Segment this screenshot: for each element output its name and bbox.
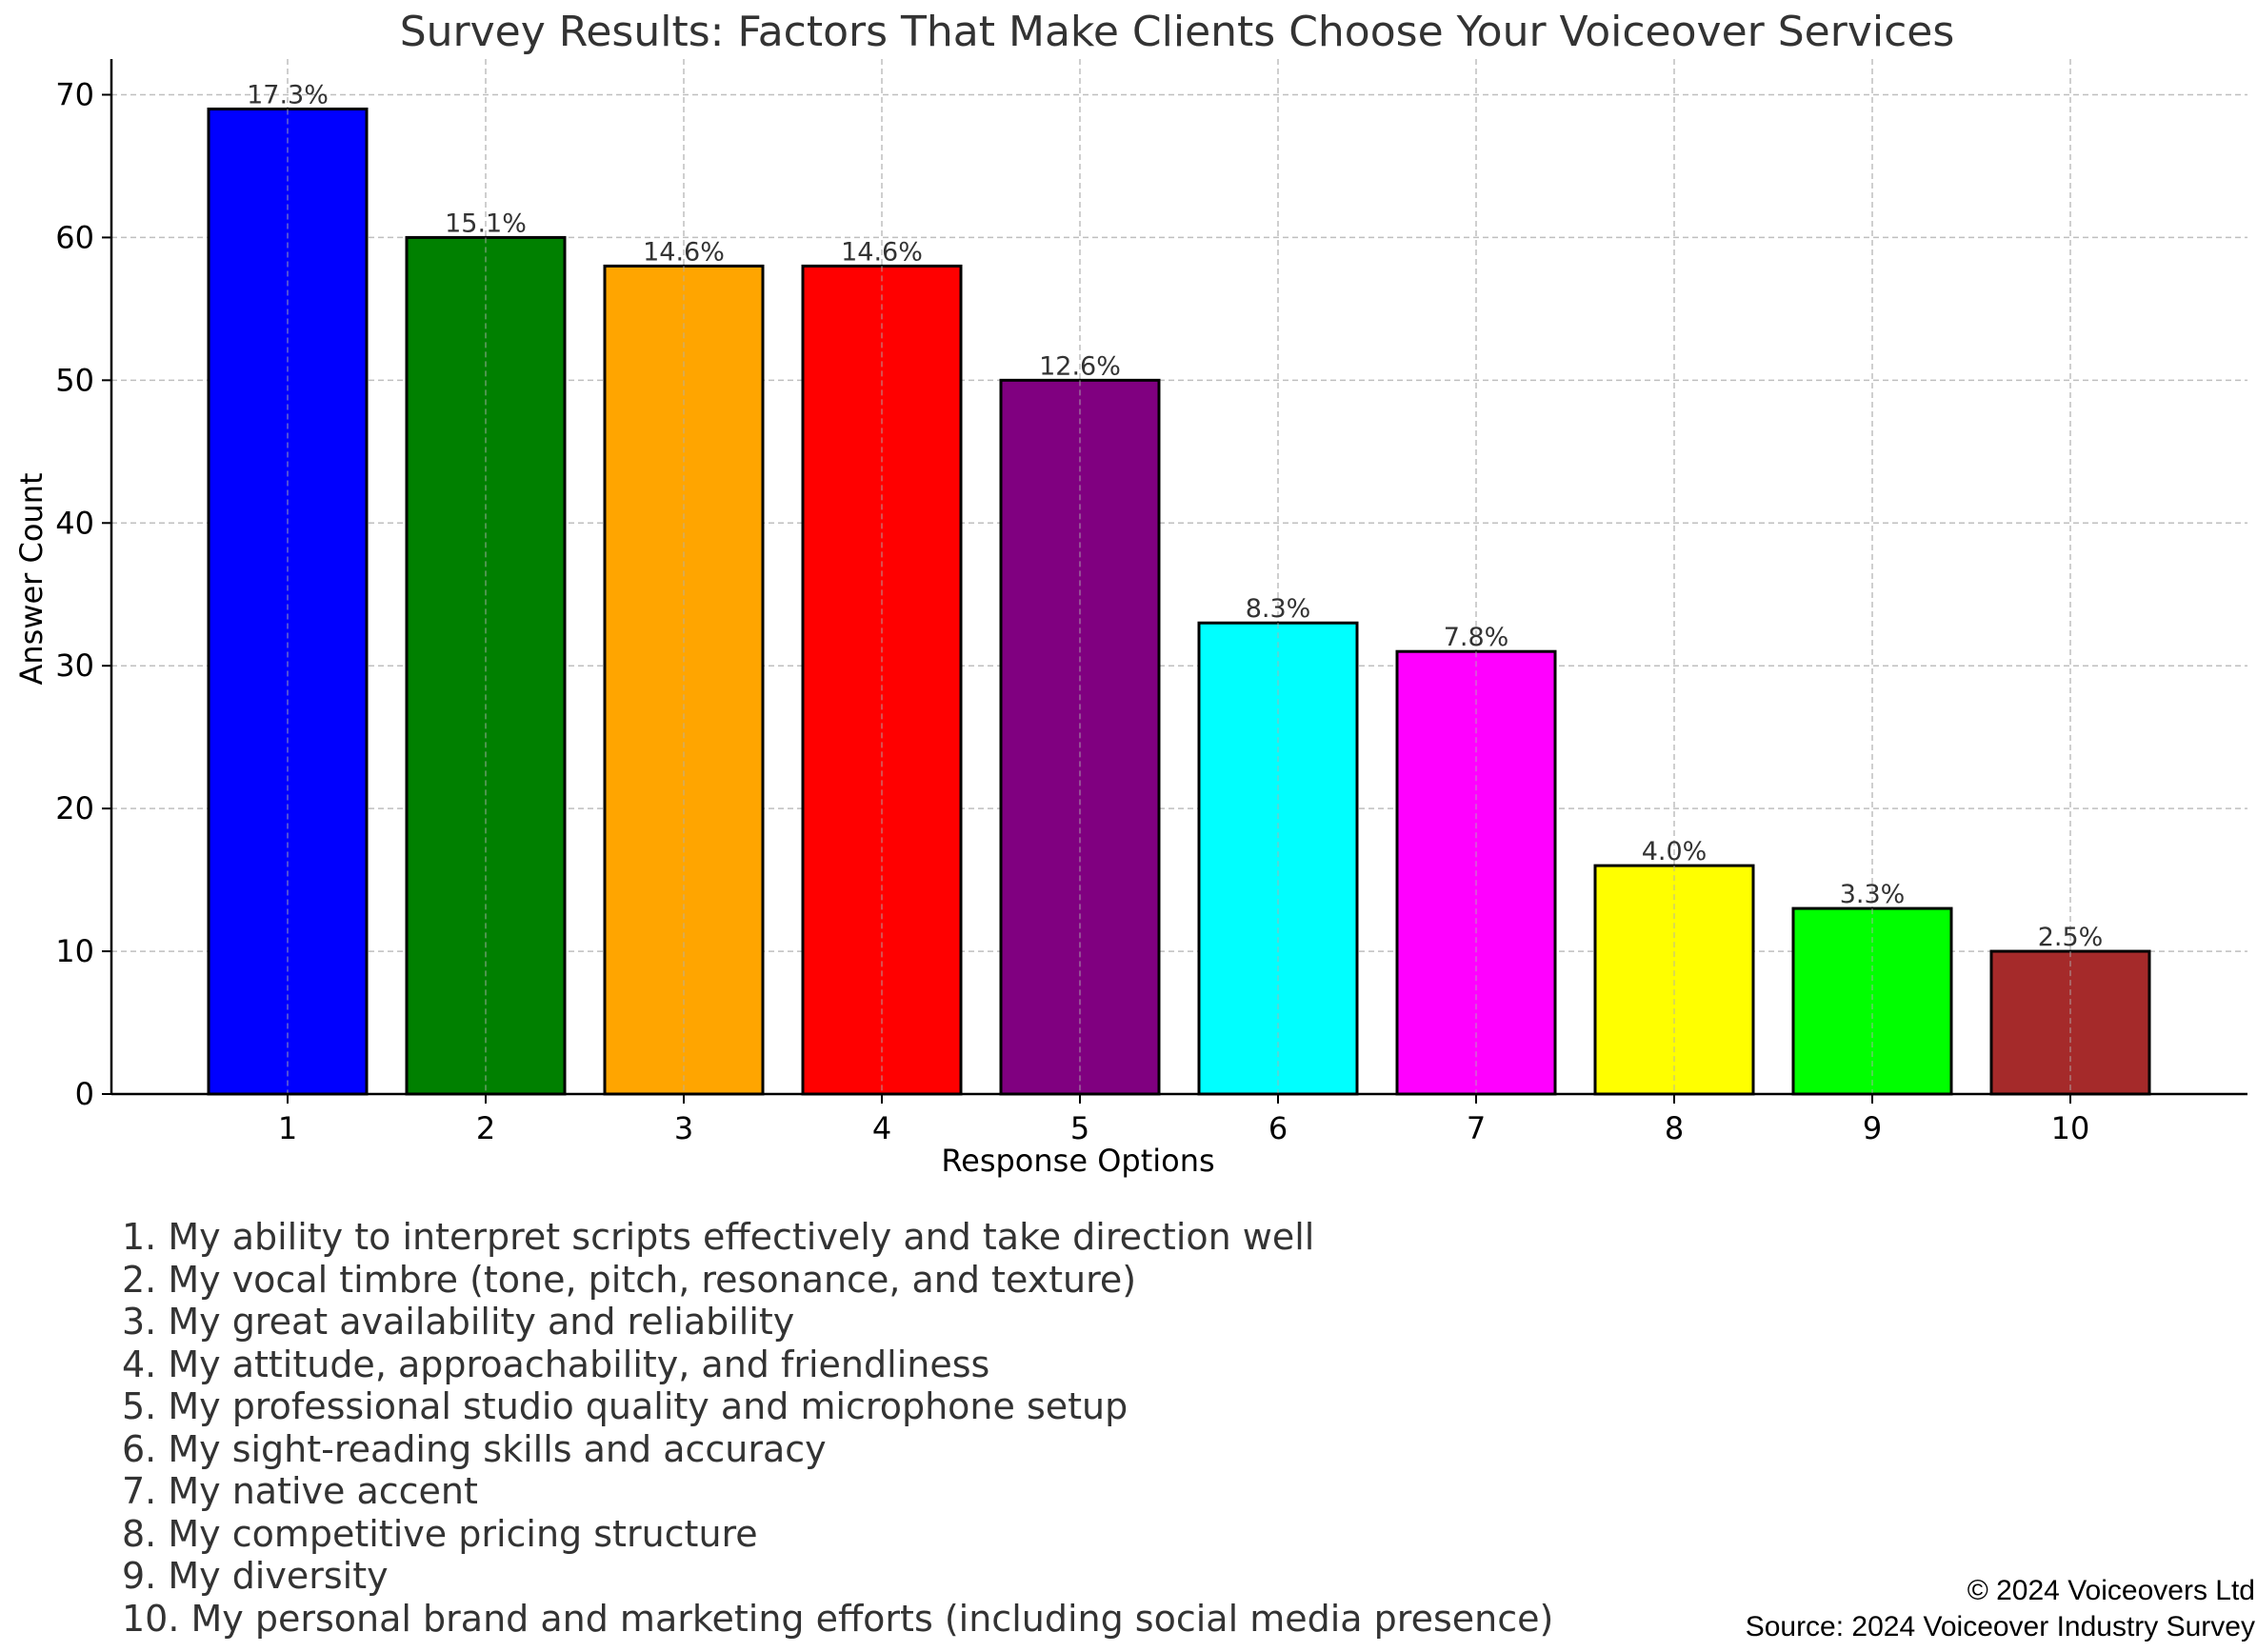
legend-item: 3. My great availability and reliability	[122, 1301, 795, 1343]
y-tick-label: 10	[55, 933, 94, 969]
data-label: 3.3%	[1840, 880, 1906, 909]
y-tick-label: 40	[55, 505, 94, 541]
x-tick-label: 5	[1070, 1110, 1089, 1146]
legend-item: 6. My sight-reading skills and accuracy	[122, 1427, 827, 1470]
legend-item: 10. My personal brand and marketing effo…	[122, 1597, 1554, 1640]
data-label: 2.5%	[2038, 923, 2104, 952]
x-tick-label: 7	[1467, 1110, 1486, 1146]
x-tick-label: 2	[476, 1110, 495, 1146]
legend-item: 2. My vocal timbre (tone, pitch, resonan…	[122, 1258, 1137, 1301]
chart-title: Survey Results: Factors That Make Client…	[400, 8, 1955, 56]
y-tick-label: 70	[55, 76, 94, 112]
data-label: 7.8%	[1444, 623, 1509, 652]
x-tick-label: 9	[1863, 1110, 1882, 1146]
copyright-text: © 2024 Voiceovers Ltd	[1967, 1575, 2255, 1606]
y-tick-label: 50	[55, 362, 94, 398]
bar-chart: Survey Results: Factors That Make Client…	[13, 8, 2247, 1179]
legend-item: 9. My diversity	[122, 1555, 389, 1597]
legend-item: 1. My ability to interpret scripts effec…	[122, 1216, 1315, 1258]
footer: © 2024 Voiceovers Ltd Source: 2024 Voice…	[1746, 1573, 2255, 1645]
data-label: 15.1%	[445, 209, 527, 238]
data-label: 17.3%	[247, 80, 329, 109]
x-tick-label: 3	[674, 1110, 693, 1146]
legend-item: 8. My competitive pricing structure	[122, 1512, 758, 1555]
response-options-legend: 1. My ability to interpret scripts effec…	[122, 1216, 1553, 1640]
data-label: 14.6%	[841, 237, 923, 267]
y-tick-label: 60	[55, 219, 94, 255]
legend-item: 7. My native accent	[122, 1470, 478, 1512]
data-label: 8.3%	[1246, 594, 1311, 624]
y-tick-label: 20	[55, 790, 94, 826]
x-tick-label: 8	[1665, 1110, 1684, 1146]
x-tick-label: 4	[872, 1110, 891, 1146]
data-label: 4.0%	[1642, 837, 1708, 866]
legend-item: 5. My professional studio quality and mi…	[122, 1385, 1128, 1427]
x-axis-label: Response Options	[941, 1143, 1214, 1179]
y-tick-label: 30	[55, 647, 94, 684]
bar	[1593, 864, 1755, 1096]
y-tick-label: 0	[75, 1076, 94, 1112]
x-tick-label: 10	[2051, 1110, 2090, 1146]
axes: 0 10 20 30 40 50 60 70 1 2 3 4 5 6 7 8 9 10	[55, 59, 2247, 1146]
bars	[207, 107, 2151, 1096]
data-label: 14.6%	[643, 237, 725, 267]
x-tick-label: 6	[1268, 1110, 1288, 1146]
y-axis-label: Answer Count	[13, 472, 50, 685]
source-text: Source: 2024 Voiceover Industry Survey	[1745, 1611, 2255, 1642]
data-label: 12.6%	[1039, 351, 1121, 381]
legend-item: 4. My attitude, approachability, and fri…	[122, 1343, 990, 1385]
x-tick-label: 1	[278, 1110, 297, 1146]
data-labels: 17.3% 15.1% 14.6% 14.6% 12.6% 8.3% 7.8% 4.0% 3.3…	[247, 80, 2103, 1094]
